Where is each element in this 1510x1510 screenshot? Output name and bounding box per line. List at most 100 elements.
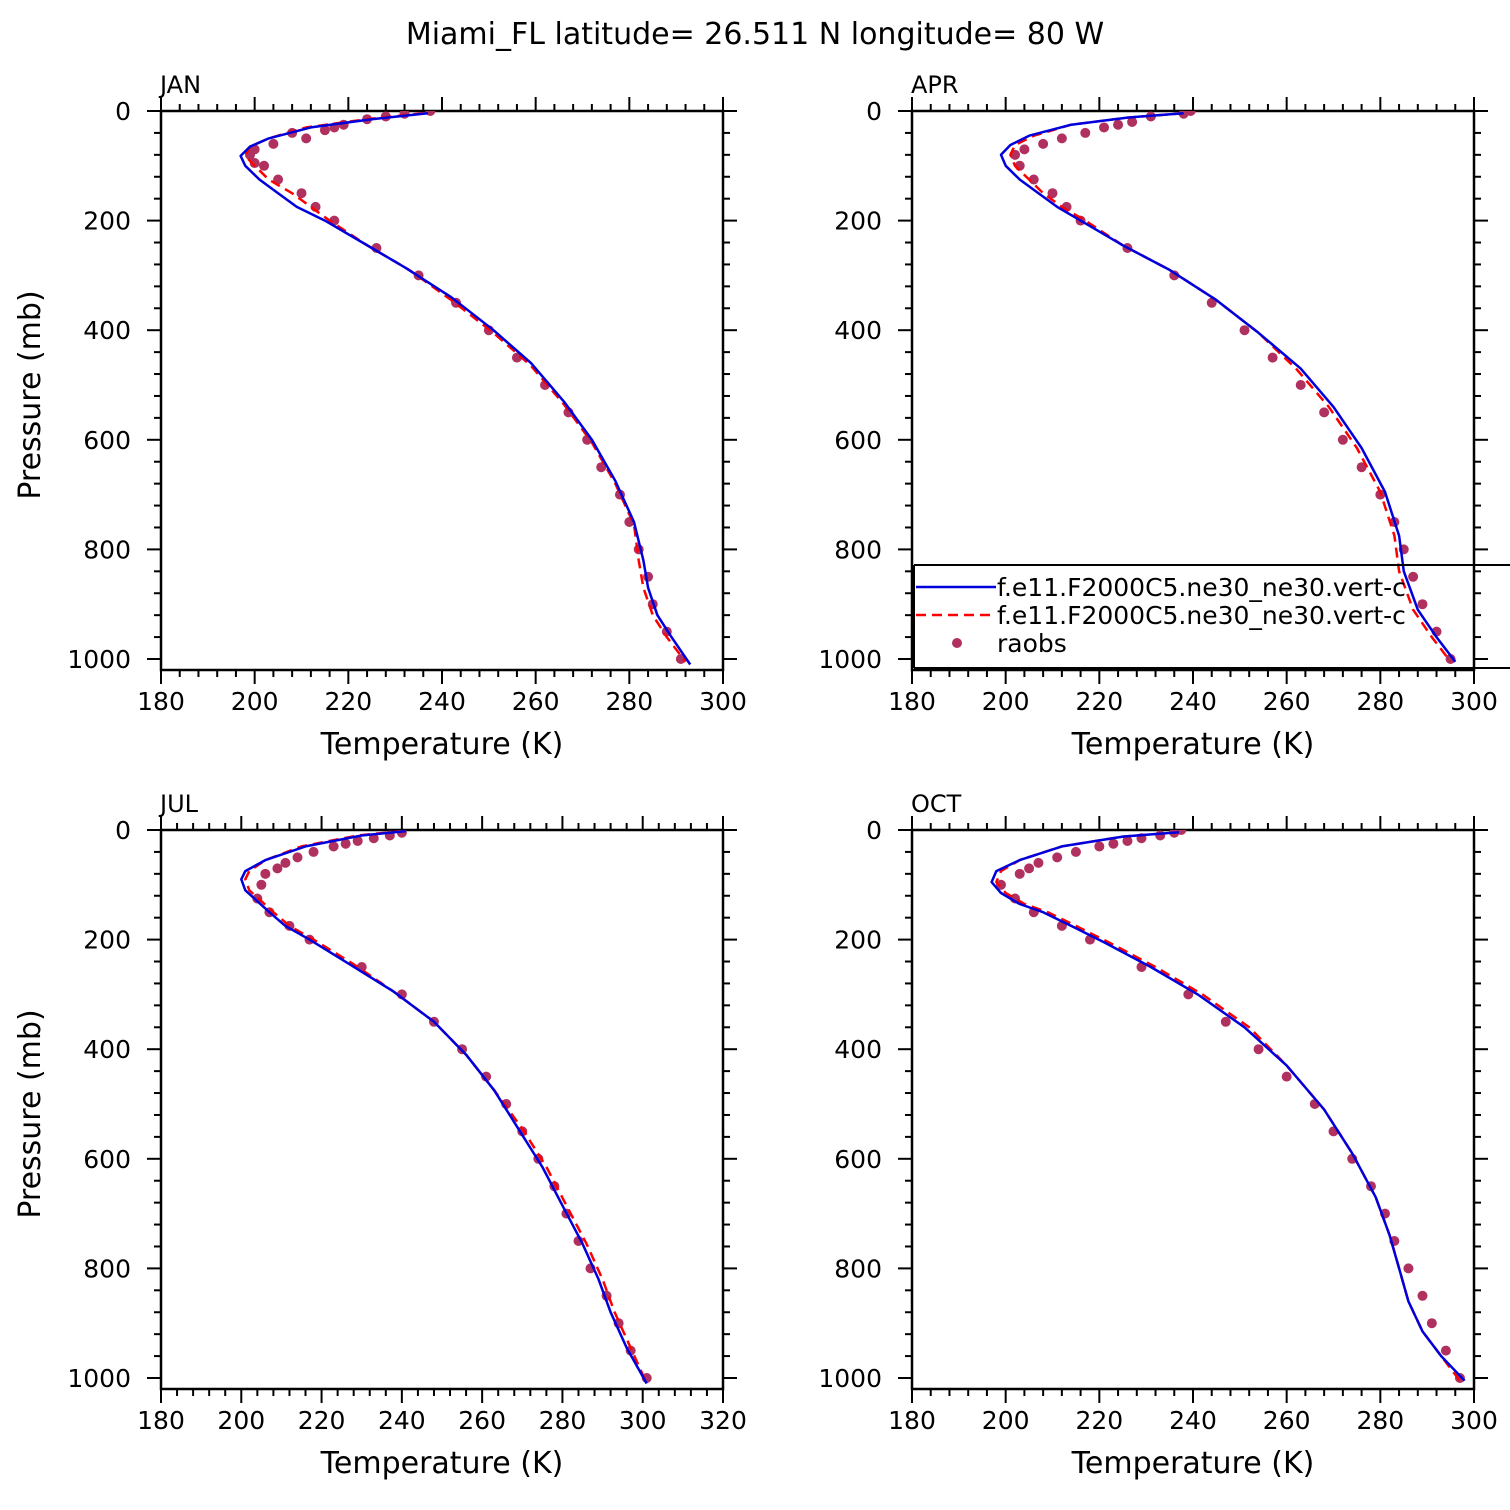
y-tick-label: 800 bbox=[834, 1254, 882, 1283]
raobs-point bbox=[1094, 841, 1105, 852]
x-tick-label: 240 bbox=[378, 1406, 426, 1435]
raobs-point bbox=[280, 857, 291, 868]
raobs-point bbox=[1099, 122, 1110, 133]
panel-label: OCT bbox=[911, 790, 962, 818]
raobs-point bbox=[1113, 119, 1124, 130]
panel-label: JUL bbox=[158, 790, 199, 818]
x-tick-label: 280 bbox=[1356, 1406, 1404, 1435]
series-line-solid bbox=[240, 830, 648, 1385]
raobs-point bbox=[1024, 863, 1035, 874]
raobs-point bbox=[511, 352, 522, 363]
raobs-point bbox=[1080, 127, 1091, 138]
y-tick-label: 800 bbox=[834, 535, 882, 564]
raobs-point bbox=[1033, 857, 1044, 868]
series-line-solid bbox=[999, 111, 1457, 663]
figure-title: Miami_FL latitude= 26.511 N longitude= 8… bbox=[406, 17, 1104, 52]
x-tick-label: 300 bbox=[619, 1406, 667, 1435]
raobs-point bbox=[340, 838, 351, 849]
raobs-point bbox=[1108, 838, 1119, 849]
raobs-point bbox=[273, 174, 284, 185]
legend-marker-dot bbox=[952, 638, 962, 648]
series-line-solid bbox=[239, 111, 692, 666]
raobs-point bbox=[1239, 325, 1250, 336]
raobs-point bbox=[1052, 852, 1063, 863]
x-tick-label: 240 bbox=[1169, 687, 1217, 716]
x-tick-label: 180 bbox=[137, 687, 185, 716]
x-tick-label: 260 bbox=[512, 687, 560, 716]
raobs-point bbox=[1019, 144, 1030, 155]
raobs-point bbox=[256, 879, 267, 890]
y-tick-label: 800 bbox=[83, 1254, 131, 1283]
y-tick-label: 0 bbox=[866, 97, 882, 126]
raobs-point bbox=[1014, 868, 1025, 879]
raobs-point bbox=[1122, 835, 1133, 846]
x-tick-label: 180 bbox=[888, 1406, 936, 1435]
raobs-point bbox=[292, 852, 303, 863]
raobs-point bbox=[268, 138, 279, 149]
y-tick-label: 400 bbox=[834, 1035, 882, 1064]
raobs-point bbox=[259, 160, 270, 171]
panels: JAN 180 200 220 240 260 280 300 0 200 400 600 800 100… bbox=[13, 71, 1498, 1481]
panel-apr: APR 180 200 220 240 260 280 300 0 200 400 600 800 100… bbox=[818, 71, 1497, 762]
x-tick-label: 220 bbox=[1075, 1406, 1123, 1435]
raobs-point bbox=[1408, 571, 1419, 582]
raobs-point bbox=[1155, 830, 1166, 841]
y-tick-label: 200 bbox=[83, 926, 131, 955]
y-tick-label: 400 bbox=[83, 1035, 131, 1064]
y-tick-label: 200 bbox=[83, 207, 131, 236]
x-tick-label: 280 bbox=[539, 1406, 587, 1435]
y-tick-label: 0 bbox=[115, 816, 131, 845]
y-tick-label: 400 bbox=[83, 316, 131, 345]
x-tick-label: 260 bbox=[458, 1406, 506, 1435]
raobs-point bbox=[1028, 174, 1039, 185]
panel-jan: JAN 180 200 220 240 260 280 300 0 200 400 600 800 100… bbox=[13, 71, 747, 762]
data-layer bbox=[999, 111, 1457, 664]
y-tick-label: 1000 bbox=[818, 1364, 882, 1393]
legend-entry-label: f.e11.F2000C5.ne30_ne30.vert-c bbox=[997, 601, 1406, 630]
raobs-point bbox=[272, 863, 283, 874]
raobs-point bbox=[1426, 1318, 1437, 1329]
x-tick-label: 280 bbox=[605, 687, 653, 716]
panel-jul: JUL 180 200 220 240 260 280 300 320 0 200 400 600 800… bbox=[13, 790, 747, 1481]
raobs-point bbox=[1127, 116, 1138, 127]
y-tick-label: 800 bbox=[83, 535, 131, 564]
raobs-point bbox=[1417, 1290, 1428, 1301]
x-tick-label: 260 bbox=[1263, 687, 1311, 716]
raobs-point bbox=[260, 868, 271, 879]
x-tick-label: 200 bbox=[231, 687, 279, 716]
x-tick-label: 200 bbox=[982, 687, 1030, 716]
x-tick-label: 220 bbox=[1075, 687, 1123, 716]
x-axis-label: Temperature (K) bbox=[1071, 1446, 1315, 1481]
raobs-point bbox=[1267, 352, 1278, 363]
raobs-point bbox=[249, 158, 260, 169]
x-tick-label: 180 bbox=[137, 1406, 185, 1435]
legend-entry-label: raobs bbox=[997, 629, 1067, 658]
raobs-point bbox=[319, 125, 330, 136]
y-tick-label: 1000 bbox=[67, 645, 131, 674]
y-tick-label: 1000 bbox=[67, 1364, 131, 1393]
series-line-solid bbox=[990, 830, 1466, 1382]
plot-frame bbox=[910, 828, 1476, 1391]
x-tick-label: 320 bbox=[699, 1406, 747, 1435]
data-layer bbox=[990, 830, 1466, 1383]
raobs-point bbox=[1417, 599, 1428, 610]
y-tick-label: 0 bbox=[866, 816, 882, 845]
y-tick-label: 400 bbox=[834, 316, 882, 345]
raobs-point bbox=[328, 841, 339, 852]
x-tick-label: 180 bbox=[888, 687, 936, 716]
raobs-point bbox=[995, 879, 1006, 890]
y-axis-label: Pressure (mb) bbox=[13, 290, 48, 499]
raobs-point bbox=[352, 835, 363, 846]
y-tick-label: 600 bbox=[83, 1145, 131, 1174]
raobs-point bbox=[1038, 138, 1049, 149]
raobs-point bbox=[1281, 1071, 1292, 1082]
raobs-point bbox=[1403, 1263, 1414, 1274]
raobs-point bbox=[1356, 462, 1367, 473]
raobs-point bbox=[1253, 1044, 1264, 1055]
data-layer bbox=[239, 111, 692, 666]
x-tick-label: 300 bbox=[699, 687, 747, 716]
raobs-point bbox=[1169, 270, 1180, 281]
x-tick-label: 280 bbox=[1356, 687, 1404, 716]
x-tick-label: 300 bbox=[1450, 1406, 1498, 1435]
